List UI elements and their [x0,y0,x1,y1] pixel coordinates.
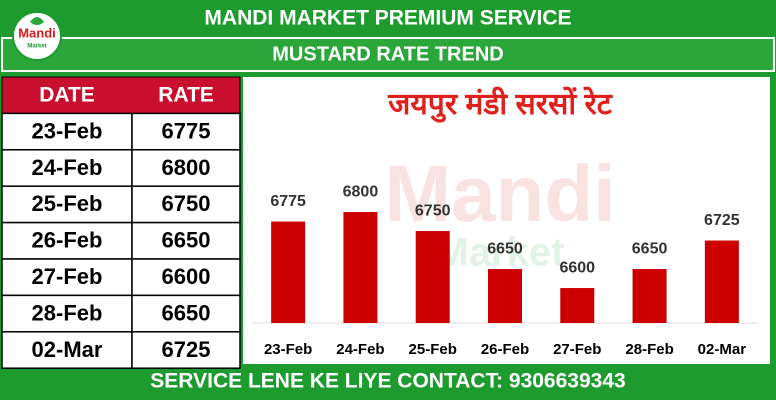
header-bar [0,0,776,36]
header-subtitle: MUSTARD RATE TREND [272,43,503,65]
table-date: 02-Mar [32,337,103,362]
x-tick-label: 23-Feb [264,341,312,358]
table-row [131,149,241,187]
table-rate: 6600 [162,264,211,289]
bar [632,269,667,323]
table-rate: 6800 [162,155,211,180]
table-date: 23-Feb [32,118,103,143]
logo-leaf [30,17,44,25]
table-row [1,185,133,224]
table-rate: 6650 [162,228,211,253]
footer-text: SERVICE LENE KE LIYE CONTACT: 9306639343 [150,370,625,393]
table-row [1,331,133,369]
table-row [131,221,241,260]
table-date: 25-Feb [32,191,103,216]
table-date: 24-Feb [32,155,103,180]
table-row [1,149,133,187]
value-label: 6600 [559,259,595,276]
table: DATE RATE 23-Feb 6775 24-Feb 6800 25-Feb 6750 26… [1,76,241,369]
table-row [1,112,133,151]
watermark: Mandi Market [384,149,615,274]
subtitle-bar [1,37,775,72]
x-tick-label: 25-Feb [409,341,457,358]
bar [488,269,522,323]
value-label: 6650 [487,240,523,257]
table-row [1,294,133,333]
table-header: DATE [39,84,95,107]
x-tick-label: 28-Feb [625,341,673,358]
value-label: 6775 [270,193,306,210]
table-row [131,185,241,224]
table-rate: 6775 [162,118,211,143]
table-date: 27-Feb [32,264,103,289]
table-date: 28-Feb [32,300,103,325]
bar [415,231,450,323]
table-row [131,112,241,151]
table-rate: 6650 [162,300,211,325]
table-row [131,331,241,369]
table-rate: 6750 [162,191,211,216]
x-tick-label: 24-Feb [336,341,384,358]
table-header: RATE [158,84,214,107]
value-label: 6750 [415,202,451,219]
bar [560,288,595,323]
table-date: 26-Feb [32,228,103,253]
header-title: MANDI MARKET PREMIUM SERVICE [204,7,571,30]
value-label: 6650 [632,240,668,257]
table-row [131,258,241,297]
table-row [1,221,133,260]
value-label: 6800 [343,183,379,200]
bar [271,221,306,323]
bar [704,240,739,323]
table-rate: 6725 [162,337,211,362]
chart: 6775 23-Feb 6800 24-Feb 6750 25-Feb 6650 26-Feb… [252,183,758,358]
logo-text: Mandi [18,25,56,40]
value-label: 6725 [704,212,740,229]
x-tick-label: 27-Feb [553,341,601,358]
logo-subtext: Market [27,44,46,50]
table-header-bg [1,76,241,114]
table-row [1,258,133,297]
logo [12,11,62,61]
watermark-text: Mandi [384,149,615,238]
x-tick-label: 02-Mar [698,341,747,358]
x-tick-label: 26-Feb [481,341,529,358]
chart-title: जयपुर मंडी सरसों रेट [387,86,614,123]
watermark-subtext: Market [436,231,565,275]
bar [343,212,378,323]
table-row [131,294,241,333]
